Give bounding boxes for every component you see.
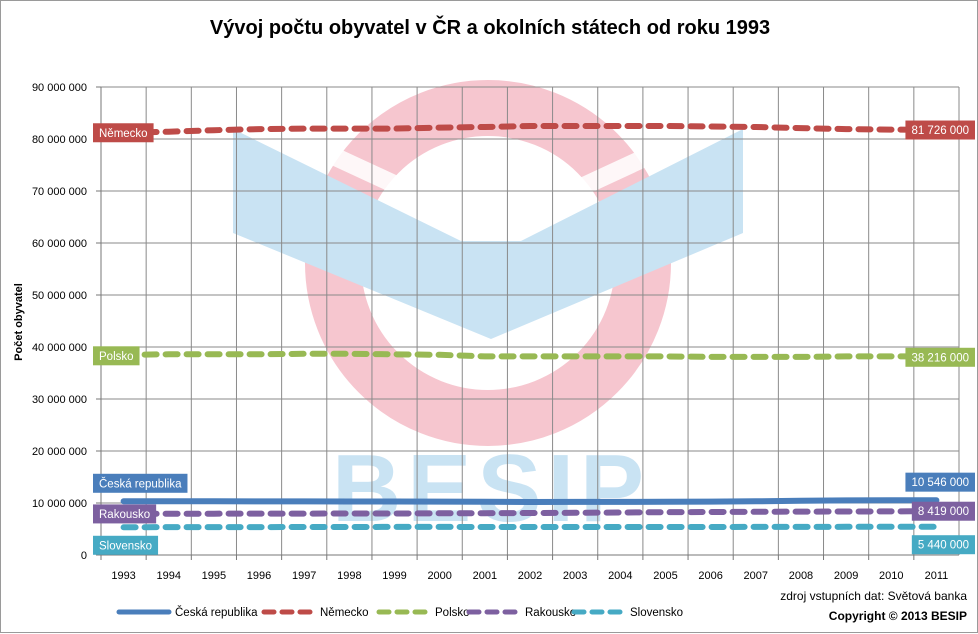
- series-line: [120, 508, 940, 517]
- series-start-label-box: [93, 473, 188, 493]
- y-tick-label: 0: [81, 550, 87, 562]
- x-tick-label: 1998: [337, 570, 361, 582]
- chart-grid: [100, 86, 960, 556]
- x-tick-label: 2004: [608, 570, 632, 582]
- series-start-label: Slovensko: [99, 540, 152, 552]
- y-tick-label: 50 000 000: [32, 290, 87, 302]
- series-end-label: 38 216 000: [911, 352, 969, 364]
- y-tick-label: 60 000 000: [32, 238, 87, 250]
- series-start-label-box: [93, 123, 154, 143]
- y-tick-label: 30 000 000: [32, 394, 87, 406]
- series-start-label: Česká republika: [99, 477, 182, 490]
- series-end-label: 81 726 000: [911, 125, 969, 137]
- series-end-label-box: [905, 120, 975, 140]
- x-tick-label: 1997: [292, 570, 316, 582]
- series-value-tags: Česká republika 10 546 000 Německo 81 726 0…: [93, 120, 975, 555]
- series-end-label-box: [905, 472, 975, 492]
- y-tick-label: 70 000 000: [32, 186, 87, 198]
- besip-watermark-logo: BESIP: [233, 80, 743, 542]
- x-tick-label: 2001: [473, 570, 497, 582]
- x-tick-label: 2005: [653, 570, 677, 582]
- series-start-label-box: [93, 535, 159, 555]
- y-tick-label: 40 000 000: [32, 342, 87, 354]
- series-lines: [120, 123, 940, 531]
- x-tick-label: 2006: [698, 570, 722, 582]
- x-tick-label: 2011: [925, 570, 949, 582]
- series-end-label-box: [911, 501, 975, 521]
- y-axis-ticks: 0 10 000 000 20 000 000 30 000 000 40 000 00…: [32, 82, 101, 562]
- series-end-label-box: [911, 535, 975, 555]
- x-tick-label: 1996: [247, 570, 271, 582]
- x-tick-label: 2008: [789, 570, 813, 582]
- series-end-label: 10 546 000: [911, 477, 969, 489]
- series-line: [120, 123, 940, 136]
- series-end-label: 8 419 000: [918, 506, 969, 518]
- legend-label: Česká republika: [175, 606, 258, 619]
- x-tick-label: 1999: [382, 570, 406, 582]
- x-tick-label: 2009: [834, 570, 858, 582]
- data-source-note: zdroj vstupních dat: Světová banka: [780, 589, 967, 603]
- series-line: [120, 497, 940, 505]
- x-tick-label: 2000: [427, 570, 451, 582]
- series-line: [120, 350, 940, 360]
- series-start-label-box: [93, 504, 157, 524]
- x-tick-label: 2002: [518, 570, 542, 582]
- legend-label: Rakousko: [525, 607, 576, 619]
- y-tick-label: 80 000 000: [32, 134, 87, 146]
- y-tick-label: 20 000 000: [32, 446, 87, 458]
- legend-label: Slovensko: [630, 607, 683, 619]
- series-end-label-box: [905, 347, 975, 367]
- x-tick-label: 1994: [156, 570, 180, 582]
- chart-legend: Česká republika Německo Polsko Rakousko Slov…: [116, 606, 683, 619]
- series-end-label: 5 440 000: [918, 540, 969, 552]
- x-tick-label: 2003: [563, 570, 587, 582]
- y-tick-label: 10 000 000: [32, 498, 87, 510]
- x-tick-label: 1995: [202, 570, 226, 582]
- copyright-note: Copyright © 2013 BESIP: [829, 609, 967, 623]
- series-line: [120, 523, 940, 531]
- chart-title: Vývoj počtu obyvatel v ČR a okolních stá…: [210, 15, 770, 39]
- series-start-label: Rakousko: [99, 509, 150, 521]
- legend-label: Německo: [320, 607, 369, 619]
- legend-label: Polsko: [435, 607, 470, 619]
- series-start-label-box: [93, 346, 140, 366]
- series-start-label: Německo: [99, 128, 148, 140]
- x-tick-label: 1993: [111, 570, 135, 582]
- x-tick-label: 2007: [744, 570, 768, 582]
- x-tick-label: 2010: [879, 570, 903, 582]
- x-axis-ticks: 1993 1994 1995 1996 1997 1998 1999 2000 2001 2002…: [100, 555, 949, 582]
- y-axis-label: Počet obyvatel: [13, 283, 25, 361]
- y-tick-label: 90 000 000: [32, 82, 87, 94]
- series-start-label: Polsko: [99, 351, 134, 363]
